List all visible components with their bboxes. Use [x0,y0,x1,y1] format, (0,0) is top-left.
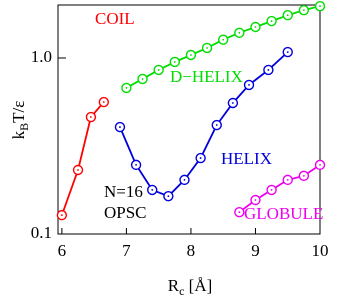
annotation: OPSC [104,203,147,222]
data-point-dot [60,214,63,217]
data-point-dot [173,61,176,63]
x-tick-label: 6 [58,241,67,260]
data-point-dot [286,178,289,181]
series-label: D−HELIX [170,67,243,86]
data-point-dot [102,101,105,103]
y-tick-label: 1.0 [31,47,52,66]
data-point-dot [90,116,92,118]
x-label-main: R [168,276,180,295]
x-label-sub: c [179,284,184,298]
data-point-dot [141,78,144,80]
annotation: N=16 [104,182,143,201]
plot-frame [57,4,321,235]
series-line [61,101,105,216]
data-point-dot [248,84,250,86]
data-point-dot [270,189,273,191]
series-label: GLOBULE [244,204,323,223]
data-point-dot [119,126,121,128]
x-tick-label: 8 [187,241,196,260]
series-label: COIL [95,9,135,28]
y-axis-label: kBT/ε [9,101,31,140]
data-point-dot [238,211,241,214]
data-point-dot [238,31,241,34]
data-point-dot [267,69,270,71]
data-point-dot [77,169,79,171]
data-point-dot [319,163,321,166]
data-point-dot [302,9,305,12]
data-point-dot [215,124,218,126]
data-point-dot [254,199,257,201]
x-axis-label: Rc [Å] [168,276,213,298]
data-point-dot [302,174,305,177]
data-point-dot [167,195,170,198]
data-point-dot [286,14,289,17]
x-label-rest: [Å] [184,276,212,295]
y-label-main: k [9,130,28,139]
data-point-dot [231,102,234,104]
data-point-dot [125,87,128,89]
x-tick-label: 9 [251,241,260,260]
data-point-dot [222,38,225,41]
series-label: HELIX [221,149,272,168]
y-label-rest: T/ε [9,101,28,123]
data-point-dot [151,189,154,191]
data-point-dot [270,20,273,23]
data-point-dot [254,26,257,28]
data-point-dot [319,5,321,8]
data-point-dot [206,47,208,49]
y-tick-label: 0.1 [31,223,52,242]
data-point-dot [199,157,202,159]
data-point-dot [286,51,289,54]
x-tick-label: 10 [312,241,329,260]
data-point-dot [135,163,137,166]
data-point-dot [190,54,192,56]
x-tick-label: 7 [122,241,131,260]
data-point-dot [157,69,160,71]
y-label-sub: B [17,123,31,131]
data-point-dot [183,178,186,181]
